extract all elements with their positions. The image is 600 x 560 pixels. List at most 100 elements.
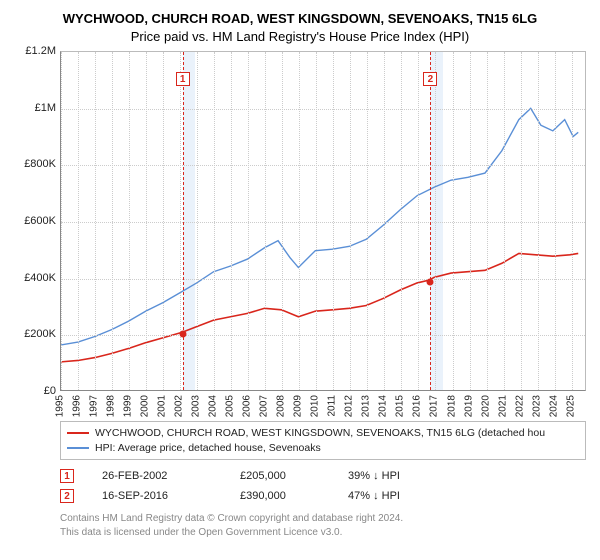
y-tick-label: £800K: [24, 158, 56, 170]
x-tick-label: 2002: [174, 395, 185, 417]
gridline-v: [112, 52, 113, 390]
y-tick-label: £1M: [35, 102, 56, 114]
x-tick-label: 2003: [191, 395, 202, 417]
series-red: [61, 254, 578, 362]
x-tick-label: 2011: [327, 395, 338, 417]
marker-dot: [427, 278, 434, 285]
title-line1: WYCHWOOD, CHURCH ROAD, WEST KINGSDOWN, S…: [14, 10, 586, 28]
event-row: 1 26-FEB-2002 £205,000 39% ↓ HPI: [60, 466, 586, 486]
x-tick-label: 2024: [548, 395, 559, 417]
legend-label: HPI: Average price, detached house, Seve…: [95, 441, 321, 456]
gridline-v: [129, 52, 130, 390]
legend-swatch: [67, 432, 89, 434]
x-tick-label: 2018: [446, 395, 457, 417]
gridline-v: [521, 52, 522, 390]
y-tick-label: £200K: [24, 328, 56, 340]
series-blue: [61, 108, 578, 345]
gridline-v: [418, 52, 419, 390]
marker-badge: 1: [176, 72, 190, 86]
x-tick-label: 1999: [123, 395, 134, 417]
title-line2: Price paid vs. HM Land Registry's House …: [14, 28, 586, 46]
event-badge: 1: [60, 469, 74, 483]
x-tick-label: 1995: [55, 395, 66, 417]
attribution-line1: Contains HM Land Registry data © Crown c…: [60, 512, 586, 526]
gridline-v: [61, 52, 62, 390]
gridline-h: [61, 109, 585, 110]
x-tick-label: 2006: [242, 395, 253, 417]
gridline-v: [78, 52, 79, 390]
gridline-h: [61, 165, 585, 166]
gridline-v: [299, 52, 300, 390]
x-tick-label: 1996: [72, 395, 83, 417]
x-tick-label: 2000: [140, 395, 151, 417]
chart-area: £0£200K£400K£600K£800K£1M£1.2M 12 199519…: [14, 51, 586, 419]
legend: WYCHWOOD, CHURCH ROAD, WEST KINGSDOWN, S…: [60, 421, 586, 460]
x-tick-label: 1997: [89, 395, 100, 417]
gridline-v: [231, 52, 232, 390]
x-tick-label: 2016: [412, 395, 423, 417]
x-tick-label: 1998: [106, 395, 117, 417]
x-tick-label: 2015: [395, 395, 406, 417]
y-tick-label: £400K: [24, 272, 56, 284]
x-tick-label: 2012: [344, 395, 355, 417]
x-tick-label: 2020: [480, 395, 491, 417]
gridline-v: [470, 52, 471, 390]
marker-line: [430, 52, 431, 390]
x-tick-label: 2009: [293, 395, 304, 417]
gridline-v: [282, 52, 283, 390]
x-tick-label: 2022: [514, 395, 525, 417]
gridline-v: [453, 52, 454, 390]
gridline-v: [504, 52, 505, 390]
events-table: 126-FEB-2002£205,00039% ↓ HPI216-SEP-201…: [60, 466, 586, 506]
gridline-v: [180, 52, 181, 390]
y-tick-label: £600K: [24, 215, 56, 227]
y-axis: £0£200K£400K£600K£800K£1M£1.2M: [14, 51, 60, 391]
gridline-v: [555, 52, 556, 390]
marker-dot: [179, 331, 186, 338]
marker-line: [183, 52, 184, 390]
x-tick-label: 2023: [531, 395, 542, 417]
marker-badge: 2: [423, 72, 437, 86]
event-price: £390,000: [240, 490, 320, 502]
x-tick-label: 2010: [310, 395, 321, 417]
chart-title: WYCHWOOD, CHURCH ROAD, WEST KINGSDOWN, S…: [14, 10, 586, 45]
gridline-v: [538, 52, 539, 390]
gridline-v: [248, 52, 249, 390]
x-tick-label: 2005: [225, 395, 236, 417]
event-date: 26-FEB-2002: [102, 470, 212, 482]
gridline-v: [316, 52, 317, 390]
gridline-h: [61, 222, 585, 223]
x-tick-label: 2007: [259, 395, 270, 417]
gridline-v: [435, 52, 436, 390]
event-badge: 2: [60, 489, 74, 503]
event-pct: 47% ↓ HPI: [348, 490, 458, 502]
event-price: £205,000: [240, 470, 320, 482]
gridline-v: [214, 52, 215, 390]
gridline-v: [367, 52, 368, 390]
x-tick-label: 2008: [276, 395, 287, 417]
x-tick-label: 2021: [497, 395, 508, 417]
gridline-v: [350, 52, 351, 390]
gridline-v: [487, 52, 488, 390]
gridline-v: [572, 52, 573, 390]
gridline-v: [265, 52, 266, 390]
gridline-v: [333, 52, 334, 390]
legend-row: HPI: Average price, detached house, Seve…: [67, 441, 579, 456]
gridline-h: [61, 335, 585, 336]
plot-area: 12: [60, 51, 586, 391]
legend-label: WYCHWOOD, CHURCH ROAD, WEST KINGSDOWN, S…: [95, 426, 545, 441]
attribution: Contains HM Land Registry data © Crown c…: [60, 512, 586, 539]
x-tick-label: 2001: [157, 395, 168, 417]
gridline-v: [146, 52, 147, 390]
x-tick-label: 2025: [565, 395, 576, 417]
x-axis: 1995199619971998199920002001200220032004…: [60, 391, 586, 419]
x-tick-label: 2019: [463, 395, 474, 417]
x-tick-label: 2004: [208, 395, 219, 417]
x-tick-label: 2014: [378, 395, 389, 417]
event-pct: 39% ↓ HPI: [348, 470, 458, 482]
x-tick-label: 2013: [361, 395, 372, 417]
gridline-v: [384, 52, 385, 390]
y-tick-label: £1.2M: [25, 45, 56, 57]
gridline-v: [163, 52, 164, 390]
gridline-v: [95, 52, 96, 390]
